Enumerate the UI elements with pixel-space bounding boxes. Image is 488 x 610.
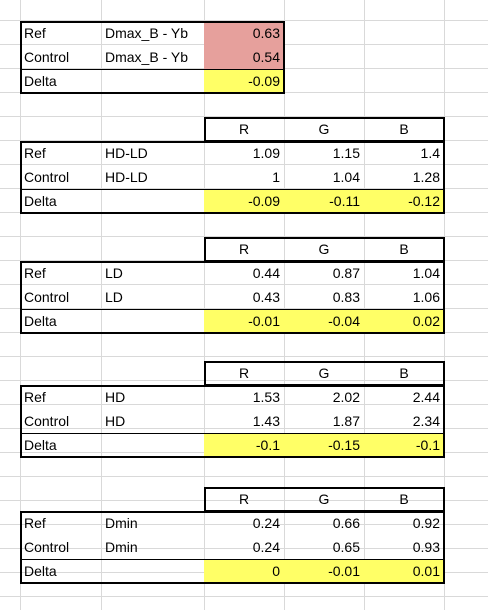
value-cell[interactable]: -0.09 [204,190,284,214]
metric-cell[interactable]: HD-LD [105,169,148,185]
value-cell[interactable]: 1.09 [252,145,280,161]
row-label-cell[interactable]: Ref [24,145,46,161]
channel-header-r[interactable]: R [238,121,250,137]
value-cell[interactable]: 1.43 [252,413,280,429]
metric-cell[interactable]: Dmax_B - Yb [105,25,188,41]
value-cell[interactable]: 0.92 [412,515,440,531]
row-label-cell[interactable]: Ref [24,25,46,41]
metric-cell[interactable]: HD [105,413,126,429]
value-cell[interactable]: 1.04 [332,169,360,185]
metric-cell[interactable]: Dmin [105,515,138,531]
metric-cell[interactable] [101,434,204,458]
metric-cell[interactable]: Dmin [105,539,138,555]
row-label-cell[interactable]: Delta [24,193,57,209]
value-cell[interactable]: 2.34 [412,413,440,429]
row-label-cell[interactable]: Control [24,539,70,555]
metric-cell[interactable] [101,70,204,94]
value-cell[interactable]: -0.15 [284,434,364,458]
value-cell[interactable]: 1.28 [412,169,440,185]
row-label-cell[interactable]: Delta [24,563,57,579]
row-label-cell[interactable]: Ref [24,515,46,531]
metric-cell[interactable] [101,310,204,334]
value-cell[interactable]: -0.11 [284,190,364,214]
channel-header-b[interactable]: B [399,121,409,137]
channel-header-g[interactable]: G [318,121,330,137]
channel-header-r[interactable]: R [238,491,250,507]
channel-header-r[interactable]: R [238,241,250,257]
value-cell[interactable]: -0.04 [284,310,364,334]
value-cell[interactable]: -0.01 [284,560,364,584]
value-cell[interactable]: 1.4 [420,145,440,161]
value-cell[interactable]: 2.02 [332,389,360,405]
value-cell[interactable]: 0.02 [364,310,444,334]
value-cell[interactable]: 0.43 [252,289,280,305]
value-cell[interactable]: -0.01 [204,310,284,334]
channel-header-g[interactable]: G [318,491,330,507]
channel-header-g[interactable]: G [318,241,330,257]
value-cell[interactable]: 0.83 [332,289,360,305]
metric-cell[interactable] [101,190,204,214]
value-cell[interactable]: 0 [204,560,284,584]
value-cell[interactable]: 1.04 [412,265,440,281]
row-label-cell[interactable]: Control [24,413,70,429]
value-cell[interactable]: -0.09 [204,70,284,94]
value-cell[interactable]: -0.1 [204,434,284,458]
channel-header-b[interactable]: B [399,365,409,381]
row-label-cell[interactable]: Delta [24,313,57,329]
row-label-cell[interactable]: Ref [24,265,46,281]
row-label-cell[interactable]: Ref [24,389,46,405]
value-cell[interactable]: 0.24 [252,539,280,555]
value-cell[interactable]: 1.53 [252,389,280,405]
metric-cell[interactable]: HD-LD [105,145,148,161]
value-cell[interactable]: 1.87 [332,413,360,429]
value-cell[interactable]: 0.93 [412,539,440,555]
value-cell[interactable]: 0.01 [364,560,444,584]
value-cell[interactable]: 0.87 [332,265,360,281]
value-cell[interactable]: 0.65 [332,539,360,555]
metric-cell[interactable]: LD [105,289,123,305]
value-cell[interactable]: 0.63 [204,22,284,46]
channel-header-r[interactable]: R [238,365,250,381]
value-cell[interactable]: -0.12 [364,190,444,214]
value-cell[interactable]: 2.44 [412,389,440,405]
value-cell[interactable]: 1 [272,169,280,185]
channel-header-b[interactable]: B [399,491,409,507]
row-label-cell[interactable]: Delta [24,73,57,89]
row-label-cell[interactable]: Control [24,289,70,305]
metric-cell[interactable]: Dmax_B - Yb [105,49,188,65]
value-cell[interactable]: -0.1 [364,434,444,458]
metric-cell[interactable]: HD [105,389,126,405]
value-cell[interactable]: 0.66 [332,515,360,531]
value-cell[interactable]: 0.54 [204,46,284,70]
metric-cell[interactable] [101,560,204,584]
value-cell[interactable]: 0.24 [252,515,280,531]
row-label-cell[interactable]: Control [24,49,70,65]
value-cell[interactable]: 1.15 [332,145,360,161]
value-cell[interactable]: 1.06 [412,289,440,305]
row-label-cell[interactable]: Control [24,169,70,185]
metric-cell[interactable]: LD [105,265,123,281]
channel-header-g[interactable]: G [318,365,330,381]
value-cell[interactable]: 0.44 [252,265,280,281]
channel-header-b[interactable]: B [399,241,409,257]
row-label-cell[interactable]: Delta [24,437,57,453]
